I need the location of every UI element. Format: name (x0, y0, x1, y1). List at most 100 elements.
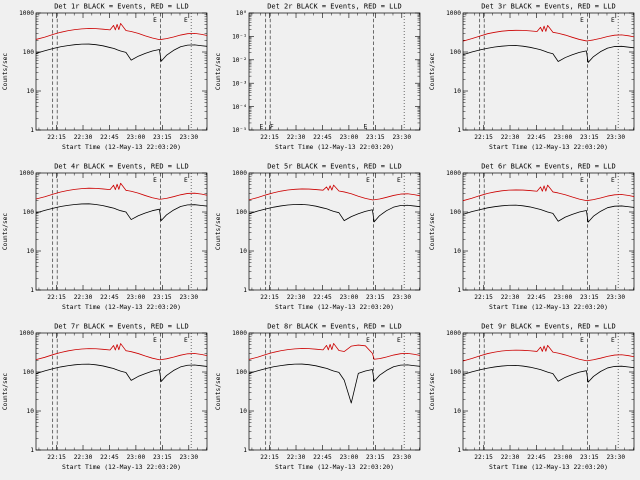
x-tick-label: 23:30 (606, 294, 625, 301)
y-tick-label: 1 (30, 127, 34, 134)
flag-annotation: E (580, 17, 584, 24)
chart-title: Det 6r BLACK = Events, RED = LLD (481, 163, 616, 171)
flag-annotation: E (611, 337, 615, 344)
y-axis-label: Counts/sec (215, 53, 222, 91)
chart-title: Det 2r BLACK = Events, RED = LLD (268, 3, 403, 11)
x-tick-label: 22:30 (74, 294, 93, 301)
chart-svg: 1 10 100 1000 22:15 22:30 22:45 23:00 23:15 23:30… (429, 163, 635, 311)
plot-frame (462, 172, 635, 291)
chart-svg: 1 10 100 1000 22:15 22:30 22:45 23:00 23:15 23:30… (215, 163, 421, 311)
chart-title: Det 8r BLACK = Events, RED = LLD (268, 323, 403, 331)
y-tick-label: 10⁻⁵ (232, 127, 247, 134)
y-tick-label: 1000 (19, 10, 34, 17)
flag-annotation: E (184, 337, 188, 344)
y-tick-label: 1000 (446, 10, 461, 17)
y-tick-label: 100 (236, 369, 247, 376)
x-tick-label: 23:15 (366, 294, 385, 301)
y-tick-label: 10 (453, 88, 461, 95)
lld-series-line (462, 344, 634, 362)
x-tick-label: 22:30 (500, 294, 519, 301)
y-tick-label: 10⁰ (236, 10, 247, 17)
plot-frame (35, 12, 208, 131)
x-tick-label: 22:45 (527, 454, 546, 461)
x-tick-label: 23:00 (553, 294, 572, 301)
flag-annotation: E (397, 177, 401, 184)
events-series-line (35, 363, 208, 382)
x-tick-label: 22:45 (313, 294, 332, 301)
flag-annotation: E (153, 177, 157, 184)
y-tick-label: 10 (453, 408, 461, 415)
y-tick-label: 1000 (19, 170, 34, 177)
chart-svg: 10⁻⁵ 10⁻⁴ 10⁻³ 10⁻² 10⁻¹ 10⁰ 22:15 22:30 22:45 23… (215, 3, 421, 151)
x-axis-label: Start Time (12-May-13 22:03:20) (62, 143, 181, 151)
x-tick-label: 23:00 (127, 294, 146, 301)
x-tick-label: 22:15 (261, 134, 280, 141)
chart-panel-det-5r: 1 10 100 1000 22:15 22:30 22:45 23:00 23:15 23:30… (213, 160, 426, 320)
x-axis-label: Start Time (12-May-13 22:03:20) (489, 303, 608, 311)
events-series-line (462, 45, 634, 63)
y-tick-label: 10 (27, 88, 35, 95)
x-axis-label: Start Time (12-May-13 22:03:20) (489, 143, 608, 151)
x-tick-label: 23:00 (127, 454, 146, 461)
chart-svg: 1 10 100 1000 22:15 22:30 22:45 23:00 23:15 23:30… (2, 163, 208, 311)
y-tick-label: 10⁻⁴ (232, 104, 247, 111)
x-tick-label: 22:15 (47, 134, 66, 141)
y-tick-label: 1 (244, 287, 248, 294)
x-tick-label: 22:30 (500, 134, 519, 141)
y-tick-label: 100 (23, 49, 34, 56)
y-axis-label: Counts/sec (215, 213, 222, 251)
y-tick-label: 1000 (446, 170, 461, 177)
chart-svg: 1 10 100 1000 22:15 22:30 22:45 23:00 23:15 23:30… (429, 323, 635, 471)
lld-series-line (35, 182, 208, 200)
flag-annotation: E (611, 17, 615, 24)
y-axis-label: Counts/sec (2, 373, 9, 411)
lld-series-line (249, 343, 421, 360)
x-tick-label: 23:00 (340, 134, 359, 141)
x-tick-label: 22:30 (74, 134, 93, 141)
flag-annotation: E (580, 337, 584, 344)
events-series-line (249, 363, 421, 404)
x-tick-label: 22:15 (474, 294, 493, 301)
x-tick-label: 23:00 (553, 134, 572, 141)
x-tick-label: 23:15 (153, 294, 172, 301)
chart-panel-det-7r: 1 10 100 1000 22:15 22:30 22:45 23:00 23:15 23:30… (0, 320, 213, 480)
plot-frame (35, 172, 208, 291)
x-tick-label: 23:15 (153, 454, 172, 461)
x-tick-label: 23:15 (580, 294, 599, 301)
y-tick-label: 1000 (232, 330, 247, 337)
flag-annotation: E (580, 177, 584, 184)
events-series-line (35, 203, 208, 222)
chart-title: Det 1r BLACK = Events, RED = LLD (54, 3, 189, 11)
x-tick-label: 23:30 (606, 454, 625, 461)
flag-annotation: E (153, 17, 157, 24)
x-tick-label: 23:30 (393, 454, 412, 461)
plot-frame (248, 12, 421, 131)
x-tick-label: 22:15 (261, 454, 280, 461)
y-tick-label: 100 (236, 209, 247, 216)
events-series-line (35, 43, 208, 62)
flag-annotation: E (184, 17, 188, 24)
flag-annotation: E (366, 177, 370, 184)
plot-frame (35, 332, 208, 451)
y-tick-label: 10⁻² (232, 57, 247, 64)
y-tick-label: 1 (30, 447, 34, 454)
chart-svg: 1 10 100 1000 22:15 22:30 22:45 23:00 23:15 23:30… (2, 3, 208, 151)
y-tick-label: 10⁻¹ (232, 34, 247, 41)
x-tick-label: 23:30 (606, 134, 625, 141)
x-tick-label: 23:30 (179, 134, 198, 141)
flag-annotation: E (364, 123, 368, 130)
y-tick-label: 1 (457, 127, 461, 134)
chart-panel-det-1r: 1 10 100 1000 22:15 22:30 22:45 23:00 23:15 23:30… (0, 0, 213, 160)
flag-annotation: E (397, 337, 401, 344)
plot-frame (248, 172, 421, 291)
chart-panel-det-3r: 1 10 100 1000 22:15 22:30 22:45 23:00 23:15 23:30… (427, 0, 640, 160)
y-tick-label: 1000 (19, 330, 34, 337)
lld-series-line (35, 23, 208, 41)
x-tick-label: 22:15 (474, 454, 493, 461)
x-tick-label: 22:30 (287, 294, 306, 301)
x-tick-label: 22:15 (47, 454, 66, 461)
y-tick-label: 10 (27, 248, 35, 255)
x-tick-label: 22:45 (100, 294, 119, 301)
y-axis-label: Counts/sec (2, 53, 9, 91)
